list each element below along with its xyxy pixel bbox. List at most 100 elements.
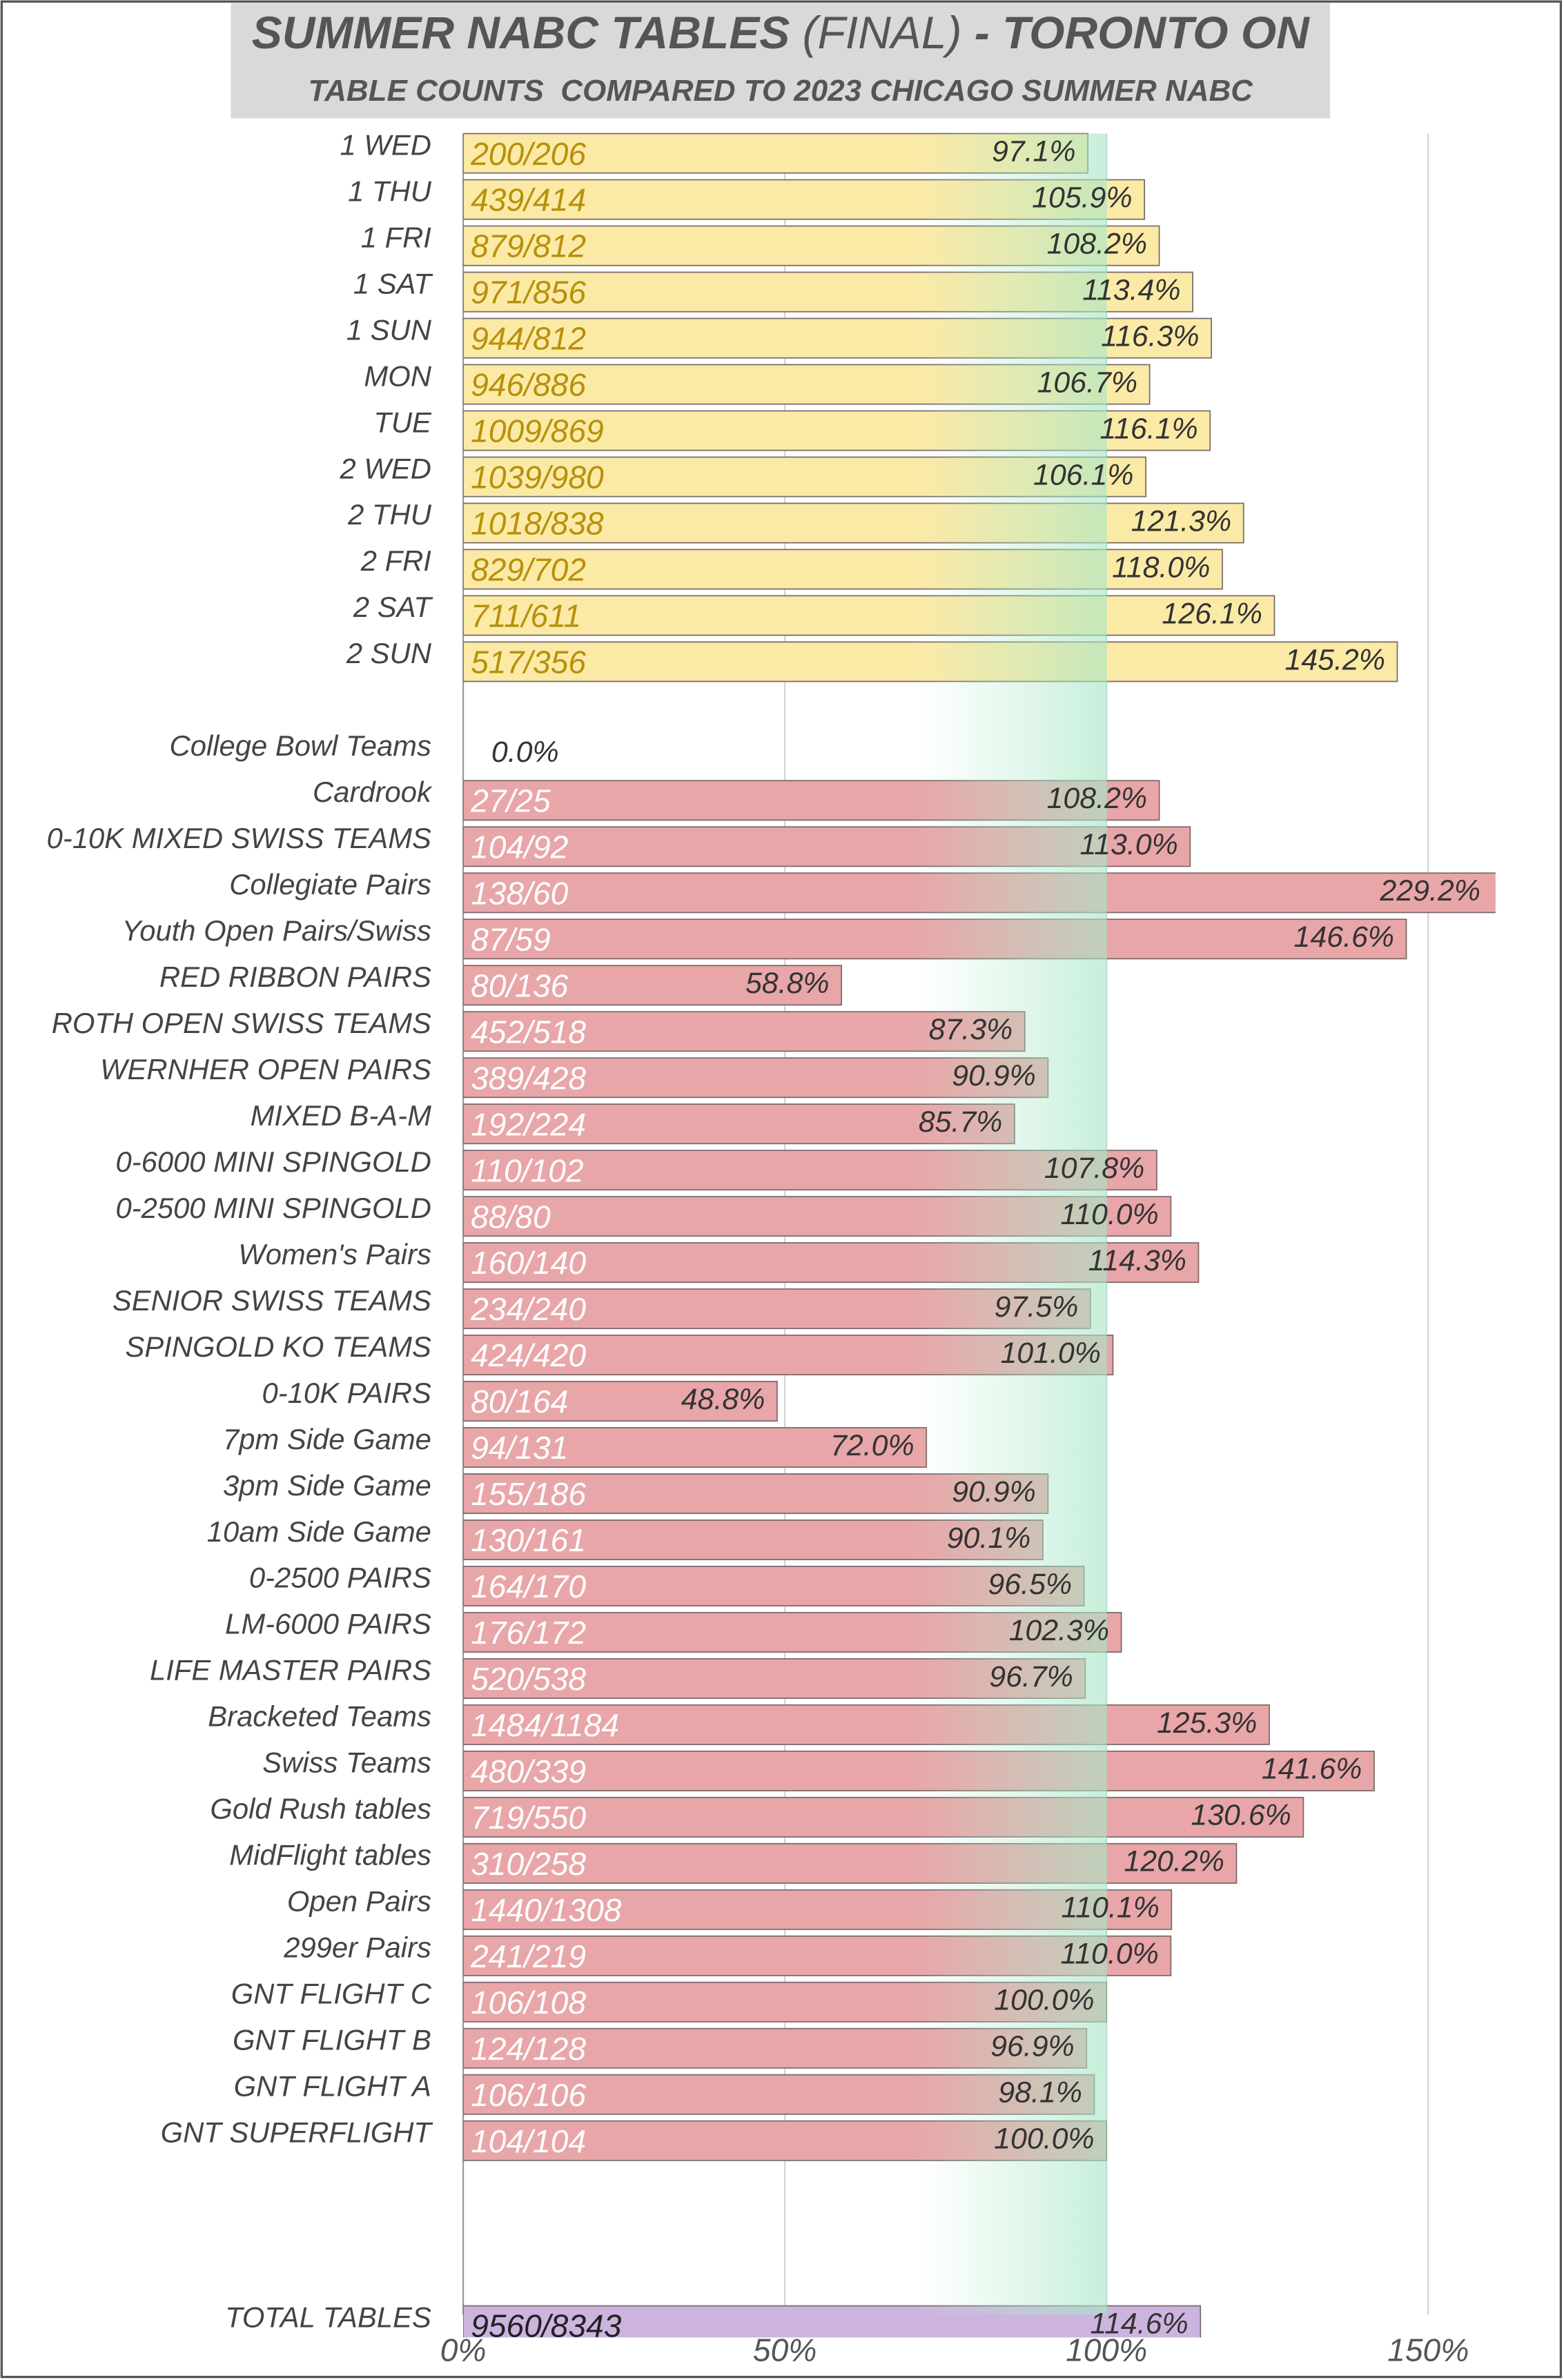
category-label: Cardrook — [313, 776, 433, 808]
value-label: 72.0% — [830, 1429, 915, 1462]
count-label: 1039/980 — [471, 460, 604, 495]
count-label: 124/128 — [471, 2031, 586, 2067]
count-label: 310/258 — [471, 1846, 586, 1882]
category-label: GNT FLIGHT B — [233, 2024, 431, 2056]
value-label: 130.6% — [1191, 1799, 1291, 1832]
value-label: 48.8% — [681, 1383, 765, 1416]
value-label: 120.2% — [1124, 1845, 1224, 1878]
category-label: Women's Pairs — [238, 1238, 431, 1270]
count-label: 879/812 — [471, 228, 586, 264]
category-label: 0-2500 PAIRS — [249, 1562, 431, 1594]
value-label: 146.6% — [1294, 921, 1394, 954]
category-label: 2 FRI — [360, 544, 432, 577]
count-label: 944/812 — [471, 321, 586, 357]
count-label: 106/106 — [471, 2077, 586, 2113]
value-label: 113.4% — [1082, 273, 1180, 306]
category-label: 10am Side Game — [207, 1515, 431, 1548]
category-label: 1 WED — [340, 128, 431, 161]
value-label: 105.9% — [1032, 181, 1132, 214]
bar — [463, 1796, 1304, 1838]
count-label: 176/172 — [471, 1615, 586, 1651]
value-label: 97.5% — [995, 1290, 1079, 1324]
category-label: WERNHER OPEN PAIRS — [100, 1053, 431, 1085]
category-label: 1 THU — [348, 175, 432, 207]
count-label: 1440/1308 — [471, 1892, 622, 1928]
value-label: 107.8% — [1044, 1152, 1144, 1185]
value-label: 116.3% — [1101, 319, 1199, 353]
category-label: 2 WED — [340, 452, 431, 484]
value-label: 90.9% — [952, 1059, 1036, 1092]
value-label: 114.3% — [1088, 1244, 1186, 1277]
x-tick-label: 0% — [440, 2332, 487, 2368]
category-label: Bracketed Teams — [208, 1700, 431, 1733]
bar — [463, 1427, 928, 1468]
category-label: 7pm Side Game — [223, 1423, 431, 1455]
value-label: 100.0% — [994, 2123, 1094, 2156]
bar — [463, 1704, 1270, 1745]
value-label: 145.2% — [1284, 643, 1385, 676]
value-label: 126.1% — [1162, 597, 1262, 630]
category-label: Open Pairs — [287, 1885, 431, 1918]
value-label: 116.1% — [1099, 412, 1198, 445]
category-label: 0-10K MIXED SWISS TEAMS — [47, 822, 431, 854]
x-tick-label: 100% — [1066, 2332, 1147, 2368]
category-label: 2 THU — [347, 498, 432, 531]
value-label: 90.9% — [952, 1475, 1036, 1508]
count-label: 711/611 — [471, 598, 581, 634]
count-label: 480/339 — [471, 1753, 586, 1789]
category-label: LIFE MASTER PAIRS — [150, 1654, 431, 1686]
count-label: 94/131 — [471, 1430, 568, 1466]
count-label: 520/538 — [471, 1661, 586, 1697]
value-label: 114.6% — [1090, 2307, 1188, 2340]
category-label: TUE — [373, 406, 432, 438]
category-label: LM-6000 PAIRS — [225, 1608, 431, 1640]
category-label: Gold Rush tables — [210, 1793, 431, 1825]
value-label: 125.3% — [1157, 1707, 1257, 1740]
category-label: GNT FLIGHT A — [234, 2070, 431, 2103]
category-label: GNT FLIGHT C — [231, 1978, 432, 2010]
value-label: 229.2% — [1379, 874, 1480, 907]
count-label: 138/60 — [471, 875, 569, 911]
title-box — [231, 3, 1331, 119]
count-label: 719/550 — [471, 1800, 586, 1836]
value-label: 110.0% — [1061, 1198, 1159, 1231]
category-label: 1 SAT — [353, 267, 433, 299]
count-label: 80/164 — [471, 1384, 568, 1419]
count-label: 9560/8343 — [471, 2308, 622, 2344]
count-label: 110/102 — [471, 1152, 584, 1188]
value-label: 102.3% — [1009, 1614, 1109, 1647]
category-label: 1 SUN — [346, 313, 432, 346]
count-label: 130/161 — [471, 1522, 586, 1558]
category-label: MidFlight tables — [229, 1839, 431, 1871]
count-label: 80/136 — [471, 967, 569, 1003]
value-label: 113.0% — [1080, 828, 1178, 861]
category-label: SPINGOLD KO TEAMS — [125, 1330, 431, 1363]
count-label: 424/420 — [471, 1337, 586, 1373]
count-label: 829/702 — [471, 552, 586, 588]
count-label: 155/186 — [471, 1476, 586, 1512]
count-label: 192/224 — [471, 1106, 586, 1142]
value-label: 108.2% — [1047, 782, 1147, 815]
count-label: 87/59 — [471, 921, 551, 957]
count-label: 200/206 — [470, 136, 586, 172]
category-label: Collegiate Pairs — [229, 868, 431, 901]
category-label: 3pm Side Game — [223, 1469, 431, 1502]
value-label: 96.5% — [988, 1568, 1072, 1601]
title-part: SUMMER NABC TABLES — [252, 7, 790, 58]
value-label: 110.1% — [1061, 1891, 1159, 1925]
category-label: 1 FRI — [361, 221, 432, 253]
count-label: 88/80 — [471, 1199, 551, 1235]
value-label: 141.6% — [1262, 1753, 1362, 1786]
count-label: 234/240 — [470, 1291, 586, 1327]
value-label: 108.2% — [1047, 227, 1147, 260]
chart-title: SUMMER NABC TABLES (FINAL) - TORONTO ON — [252, 7, 1310, 58]
category-label: ROTH OPEN SWISS TEAMS — [52, 1007, 431, 1039]
value-label: 98.1% — [998, 2076, 1082, 2109]
count-label: 106/108 — [471, 1985, 586, 2020]
category-label: Youth Open Pairs/Swiss — [122, 914, 431, 947]
count-label: 1018/838 — [471, 506, 604, 542]
bar — [463, 965, 843, 1006]
x-tick-label: 50% — [753, 2332, 817, 2368]
category-label: SENIOR SWISS TEAMS — [113, 1284, 431, 1317]
